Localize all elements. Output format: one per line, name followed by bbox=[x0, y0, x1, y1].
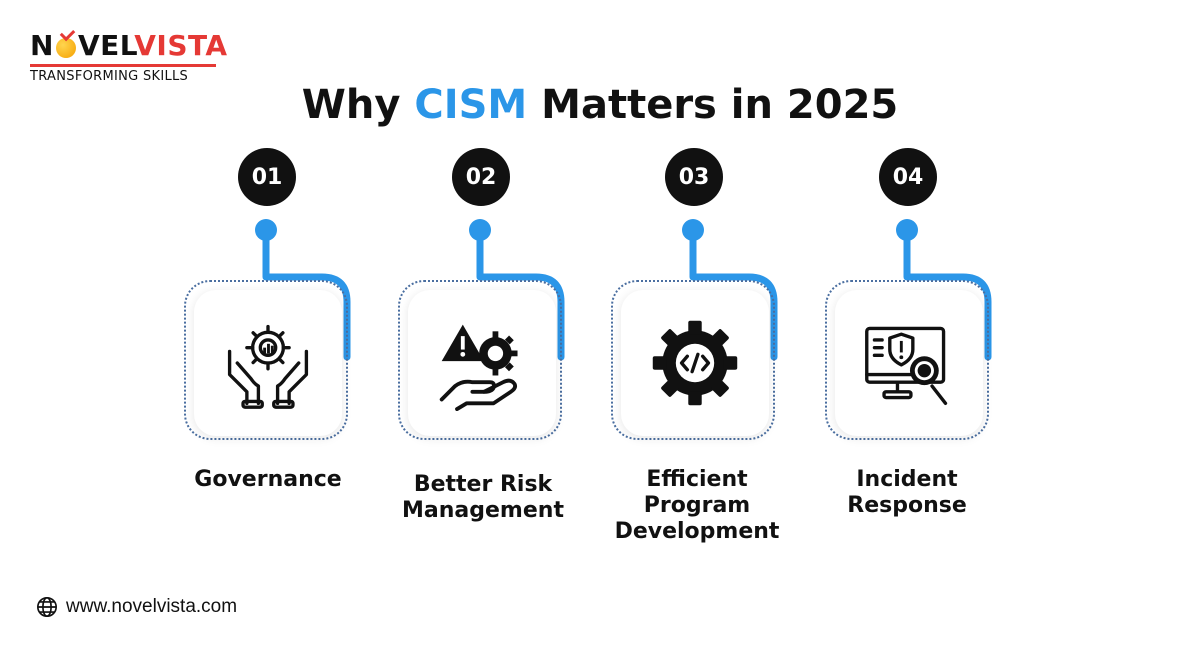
connector-dot-01 bbox=[255, 219, 277, 241]
code-gear-icon bbox=[652, 320, 738, 406]
logo-n: N bbox=[30, 29, 54, 62]
card-risk-management bbox=[408, 290, 556, 436]
title-after: Matters in 2025 bbox=[527, 82, 899, 128]
step-number-04: 04 bbox=[879, 148, 937, 206]
logo-ball-icon bbox=[55, 25, 77, 58]
hands-gear-chart-icon bbox=[227, 324, 309, 409]
page-title: Why CISM Matters in 2025 bbox=[0, 82, 1200, 128]
connector-dot-03 bbox=[682, 219, 704, 241]
label-program-development: Efficient Program Development bbox=[614, 467, 780, 544]
step-number-03: 03 bbox=[665, 148, 723, 206]
title-before: Why bbox=[301, 82, 415, 128]
warning-gear-hand-icon bbox=[439, 324, 518, 411]
step-number-01: 01 bbox=[238, 148, 296, 206]
title-highlight: CISM bbox=[414, 82, 528, 128]
card-outline-02 bbox=[398, 280, 562, 440]
logo-divider bbox=[30, 64, 216, 67]
connector-dot-02 bbox=[469, 219, 491, 241]
label-governance: Governance bbox=[194, 467, 342, 492]
card-program-development bbox=[621, 290, 769, 436]
card-outline-04 bbox=[825, 280, 989, 440]
monitor-shield-magnifier-icon bbox=[865, 326, 948, 405]
footer-website: www.novelvista.com bbox=[36, 596, 237, 618]
brand-logo: N VELVISTA TRANSFORMING SKILLS bbox=[30, 25, 228, 84]
label-incident-response: Incident Response bbox=[847, 467, 967, 518]
globe-icon bbox=[37, 597, 57, 617]
card-governance bbox=[194, 290, 342, 436]
logo-wordmark: N VELVISTA bbox=[30, 25, 228, 62]
website-link[interactable]: www.novelvista.com bbox=[66, 596, 238, 617]
card-outline-01 bbox=[184, 280, 348, 440]
label-risk-management: Better Risk Management bbox=[402, 472, 564, 523]
card-incident-response bbox=[835, 290, 983, 436]
connector-dot-04 bbox=[896, 219, 918, 241]
step-number-02: 02 bbox=[452, 148, 510, 206]
logo-vista: VISTA bbox=[134, 29, 228, 62]
logo-tagline: TRANSFORMING SKILLS bbox=[30, 69, 189, 84]
card-outline-03 bbox=[611, 280, 775, 440]
logo-vel: VEL bbox=[77, 29, 135, 62]
